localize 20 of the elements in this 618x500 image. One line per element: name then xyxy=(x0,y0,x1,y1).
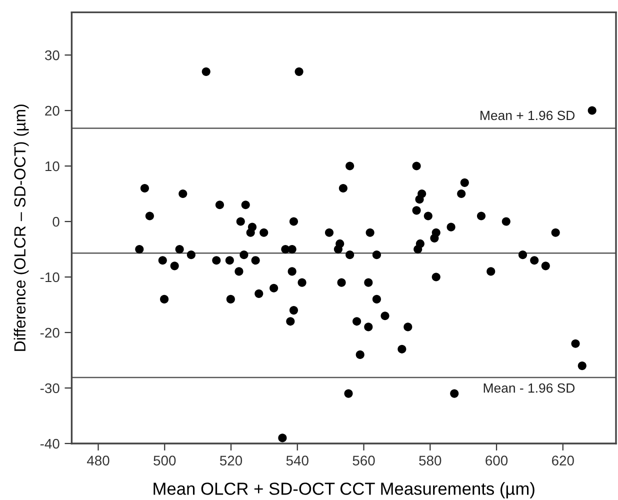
y-tick-label: -10 xyxy=(40,272,60,282)
x-tick-label: 500 xyxy=(154,456,176,466)
x-tick-label: 600 xyxy=(486,456,508,466)
x-tick-label: 620 xyxy=(552,456,574,466)
y-tick-label: 30 xyxy=(44,50,60,60)
x-axis-title: Mean OLCR + SD-OCT CCT Measurements (µm) xyxy=(154,482,534,498)
y-tick-label: -40 xyxy=(40,438,60,449)
x-tick-label: 540 xyxy=(286,456,308,466)
y-axis-title: Difference (OLCR – SD-OCT) (µm) xyxy=(14,104,29,351)
x-tick-label: 520 xyxy=(220,456,242,466)
x-tick-label: 580 xyxy=(419,456,442,466)
y-tick-label: 20 xyxy=(45,106,60,116)
ref-line-label: Mean - 1.96 SD xyxy=(484,383,575,393)
x-tick-label: 480 xyxy=(86,456,110,466)
y-tick-label: -30 xyxy=(40,383,60,394)
y-tick-label: 0 xyxy=(52,216,60,227)
y-tick-label: 10 xyxy=(46,161,60,172)
y-tick-label: -20 xyxy=(40,328,60,338)
ref-line-label: Mean + 1.96 SD xyxy=(480,110,575,120)
x-tick-label: 560 xyxy=(352,456,375,466)
